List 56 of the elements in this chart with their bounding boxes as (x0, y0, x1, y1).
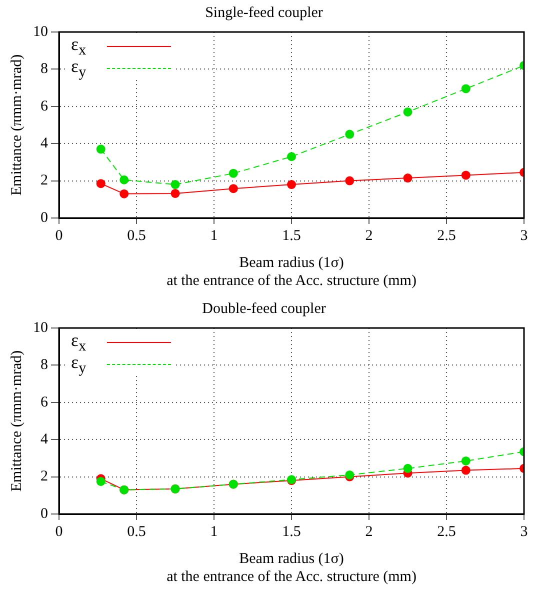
y-tick-label: 8 (40, 61, 48, 78)
point (287, 180, 296, 190)
point (96, 179, 106, 188)
x-tick-label: 0.5 (127, 524, 146, 540)
point (345, 130, 354, 139)
legend-label: ε$_{x}$ (71, 330, 86, 355)
chart-title: Single-feed coupler (205, 4, 323, 21)
y-axis-title: Emittance (πmm·mrad) (8, 350, 25, 492)
chart-title: Double-feed coupler (202, 300, 326, 317)
legend-label: ε$_{y}$ (71, 56, 88, 82)
x-tick-label: 3 (520, 228, 528, 244)
point (461, 170, 470, 180)
point (120, 189, 129, 198)
x-tick-label: 2 (365, 228, 373, 244)
y-tick-label: 0 (40, 210, 48, 226)
point (287, 152, 296, 162)
x-tick-label: 3 (520, 524, 528, 540)
point (170, 180, 180, 190)
y-tick-label: 10 (33, 24, 48, 40)
x-tick-label: 1 (210, 228, 218, 244)
point (345, 176, 354, 186)
point (461, 466, 470, 475)
x-tick-label: 0 (55, 524, 63, 540)
y-tick-label: 2 (40, 468, 48, 485)
x-tick-label: 0.5 (127, 228, 146, 244)
x-tick-label: 1 (210, 524, 218, 540)
y-axis-title: Emittance (πmm·mrad) (8, 54, 25, 196)
x-axis-title: Beam radius (1σ) at the entrance of the Acc. structure (mm) (166, 550, 416, 585)
y-tick-label: 0 (40, 506, 48, 522)
y-tick-label: 6 (40, 394, 48, 410)
point (461, 456, 470, 466)
x-tick-label: 2.5 (437, 524, 456, 540)
point (403, 174, 412, 183)
point (461, 84, 470, 94)
y-tick-label: 4 (40, 136, 48, 152)
y-tick-label: 2 (40, 172, 48, 189)
point (170, 188, 180, 198)
y-tick-label: 4 (40, 432, 48, 448)
point (96, 476, 106, 486)
y-tick-label: 8 (40, 357, 48, 374)
x-axis-title: Beam radius (1σ) at the entrance of the Acc. structure (mm) (166, 254, 416, 289)
x-tick-label: 0 (55, 228, 63, 244)
point (228, 168, 238, 178)
point (403, 464, 412, 473)
legend-label: ε$_{y}$ (71, 352, 88, 378)
x-tick-label: 1.5 (282, 228, 301, 244)
point (96, 144, 106, 154)
point (120, 175, 129, 184)
x-tick-label: 2.5 (437, 228, 456, 244)
point (228, 184, 238, 194)
x-tick-label: 1.5 (282, 524, 301, 540)
y-tick-label: 6 (40, 98, 48, 114)
y-tick-label: 10 (33, 320, 48, 336)
point (403, 107, 412, 116)
x-tick-label: 2 (365, 524, 373, 540)
legend-label: ε$_{x}$ (71, 34, 86, 59)
